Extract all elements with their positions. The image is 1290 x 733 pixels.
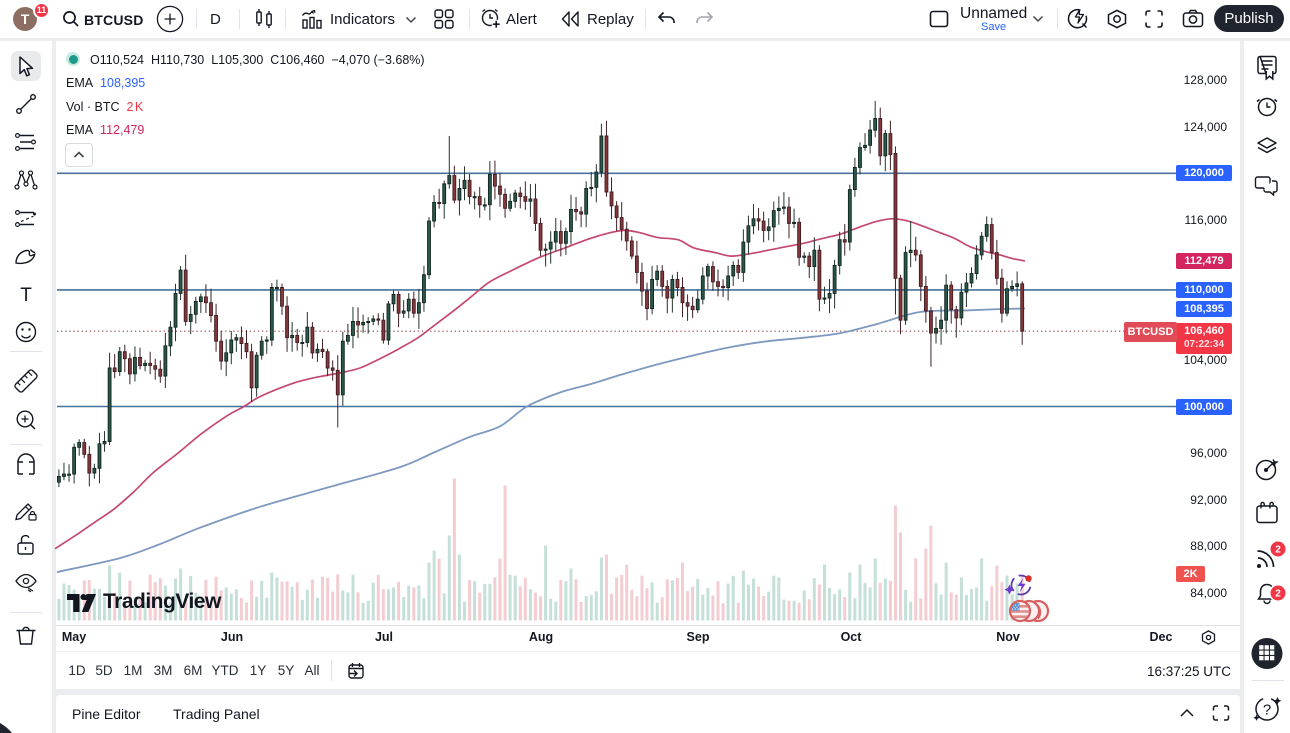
svg-text:2: 2: [1275, 545, 1281, 556]
svg-text:T: T: [20, 285, 32, 306]
svg-text:2: 2: [1275, 589, 1281, 600]
svg-text:?: ?: [1263, 702, 1271, 719]
